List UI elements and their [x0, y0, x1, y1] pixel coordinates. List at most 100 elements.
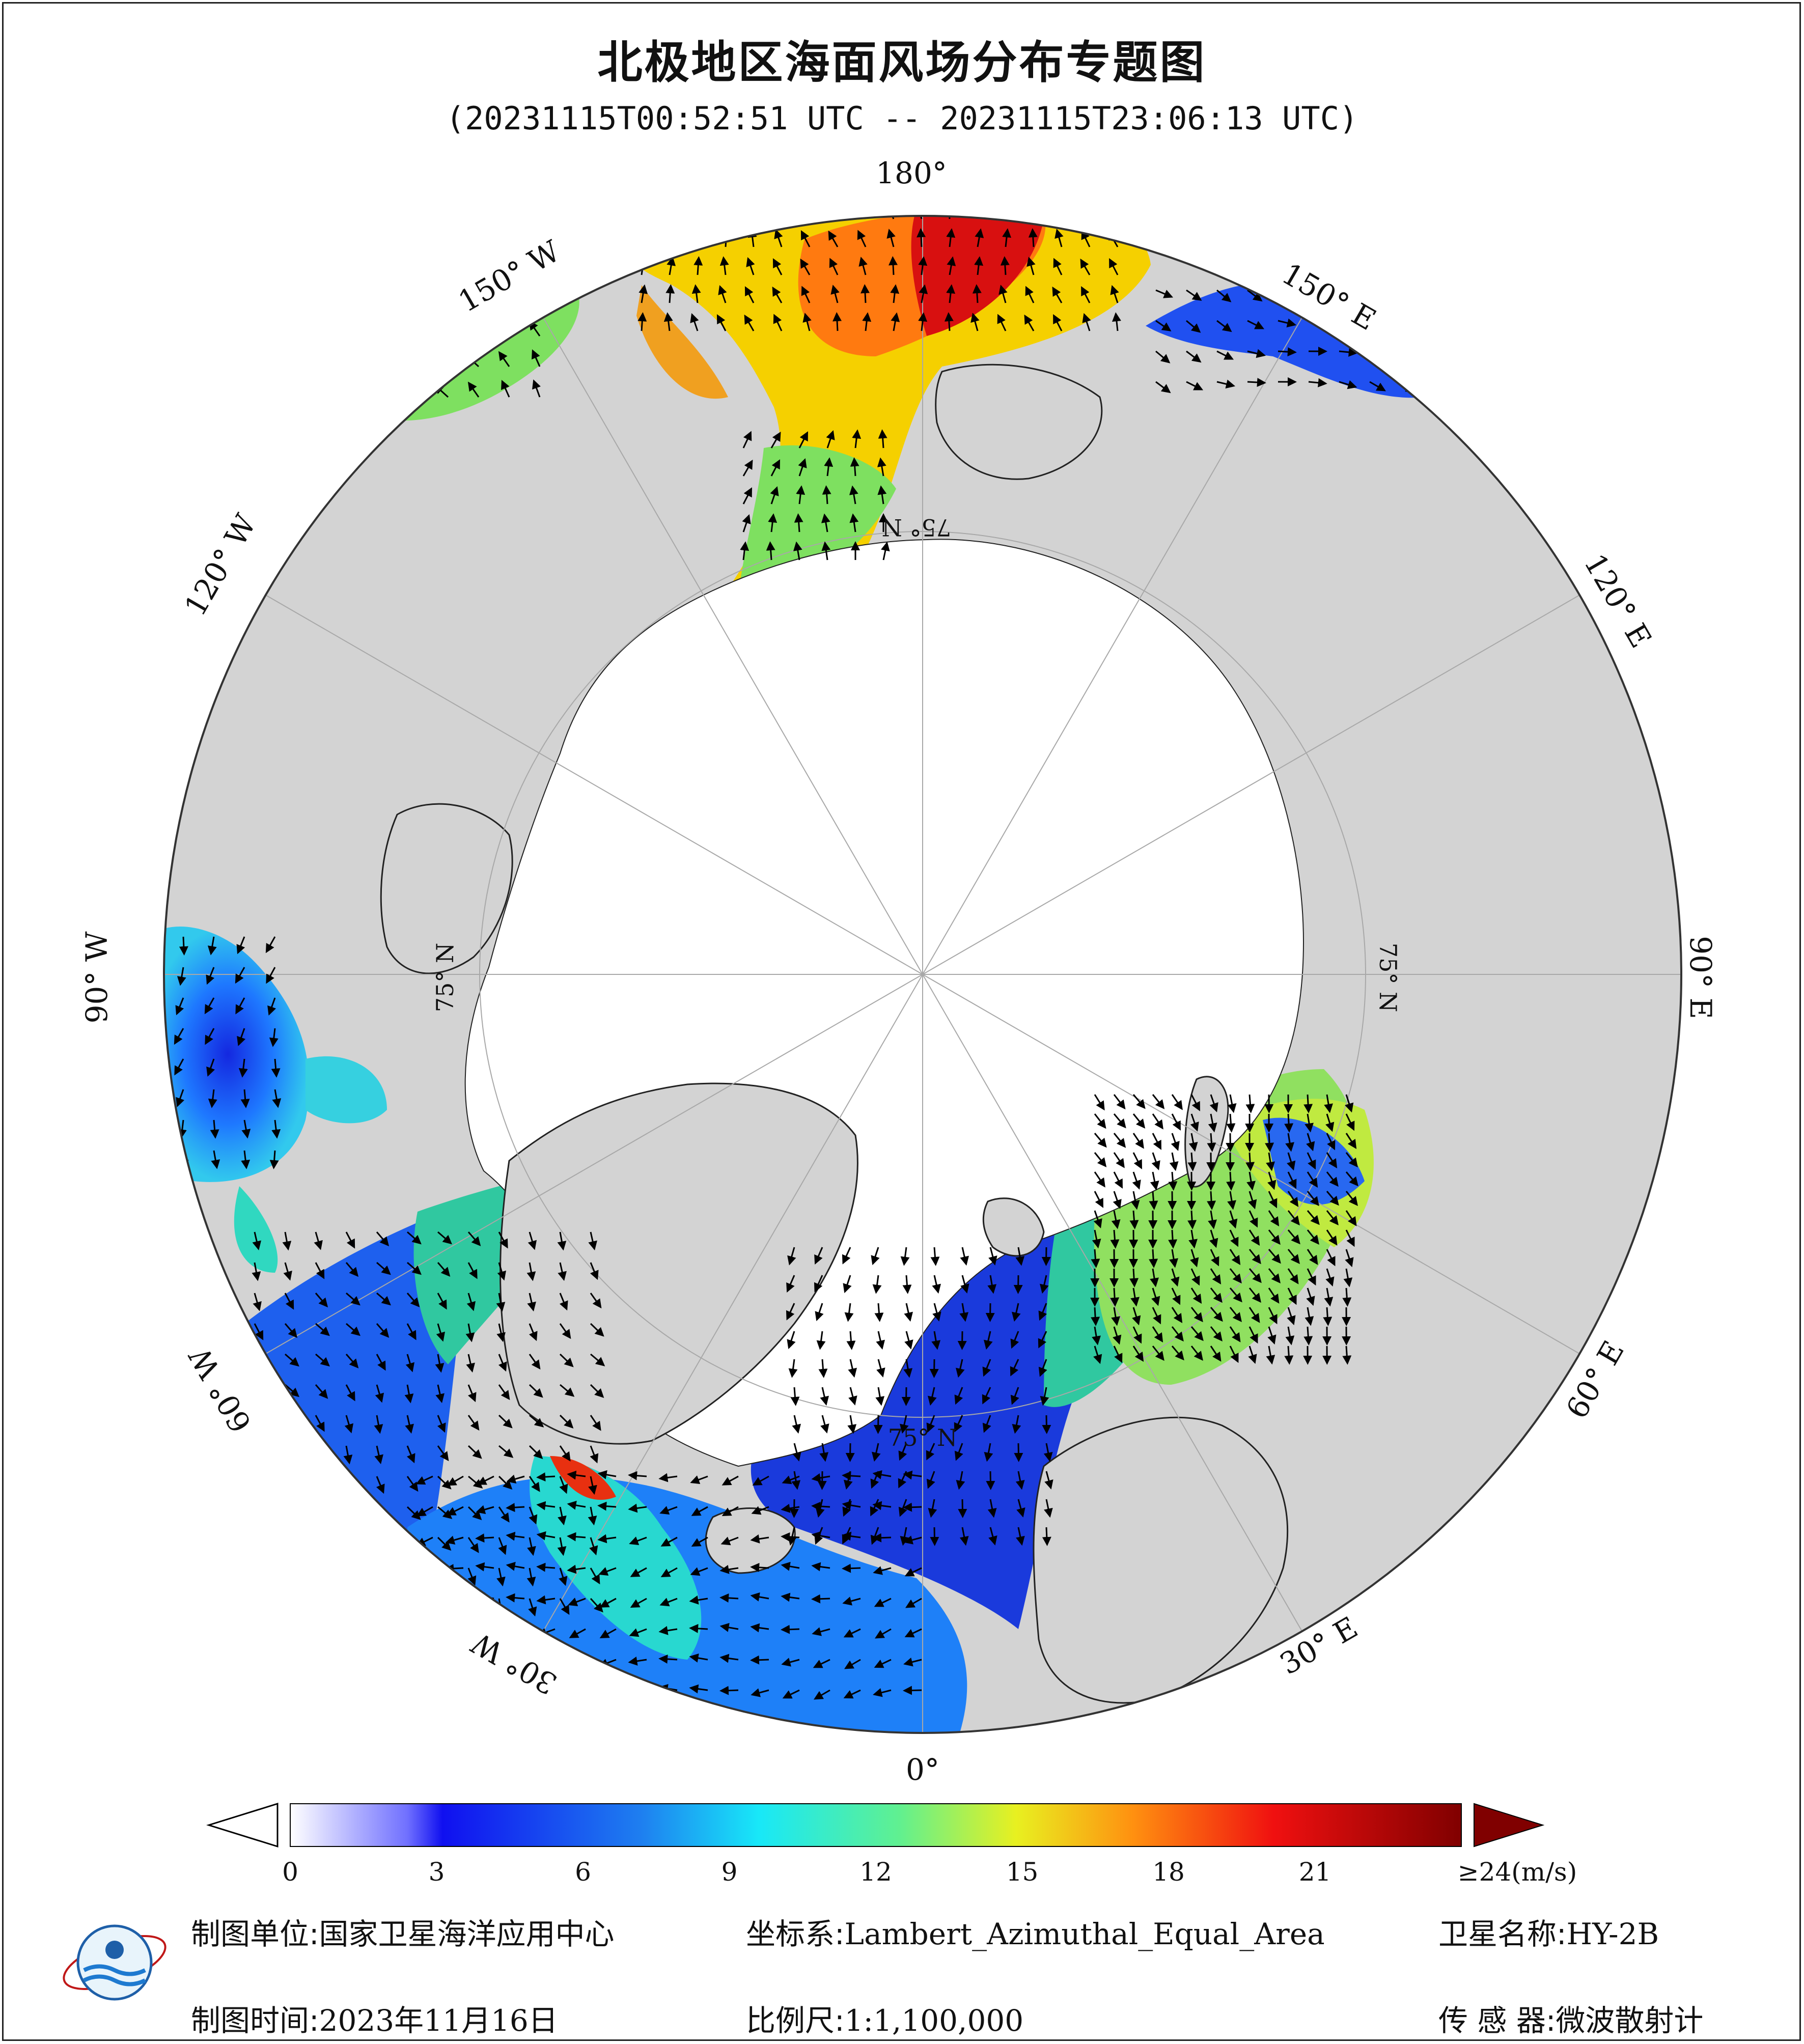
wind-arrow	[1111, 1307, 1120, 1326]
wind-arrow	[988, 1247, 997, 1266]
wind-arrow	[208, 1089, 217, 1108]
wind-arrow	[781, 1592, 800, 1602]
wind-arrow	[972, 284, 982, 303]
wind-arrow	[560, 1384, 575, 1397]
scale-value: 1:1,100,000	[844, 2003, 1024, 2038]
wind-arrow	[376, 1567, 392, 1580]
wind-arrow	[689, 1623, 708, 1633]
wind-arrow	[988, 1527, 997, 1546]
wind-arrow	[750, 1562, 769, 1572]
scandinavia	[1033, 1416, 1289, 1704]
wind-arrow	[719, 1564, 739, 1574]
wind-arrow	[1267, 1171, 1276, 1190]
wind-arrow	[406, 1293, 420, 1307]
wind-arrow	[1155, 350, 1171, 363]
sensor-value: 微波散射计	[1556, 2003, 1704, 2038]
wind-arrow	[437, 1445, 449, 1462]
wind-arrow	[1345, 1113, 1355, 1131]
wind-arrow	[693, 256, 703, 275]
wind-arrow	[1132, 1307, 1141, 1326]
wind-arrow	[597, 1470, 617, 1479]
wind-arrow	[1094, 1152, 1107, 1167]
wind-arrow	[272, 1089, 282, 1108]
wind-arrow	[284, 1323, 298, 1338]
wind-arrow	[903, 1686, 922, 1695]
wind-arrow	[958, 1499, 967, 1518]
wind-arrow	[898, 1471, 907, 1489]
wind-arrow	[282, 1231, 292, 1251]
wind-arrow	[1093, 1346, 1102, 1364]
wind-arrow	[1210, 1249, 1219, 1267]
wind-arrow	[376, 1292, 391, 1306]
wind-arrow	[857, 230, 867, 247]
wind-arrow	[1248, 1249, 1261, 1265]
wind-arrow	[1186, 289, 1202, 301]
wind-arrow	[568, 1598, 586, 1607]
wind-arrow	[1268, 1287, 1280, 1304]
wind-arrow	[1248, 1229, 1260, 1246]
wind-arrow	[781, 1658, 800, 1667]
wind-arrow	[629, 1536, 647, 1546]
wind-arrow	[174, 1058, 184, 1076]
wind-arrow	[467, 1231, 481, 1246]
wind-arrow	[467, 1537, 479, 1553]
wind-arrow	[658, 1473, 678, 1482]
wind-arrow	[206, 967, 215, 985]
wind-arrow	[1248, 1191, 1257, 1210]
wind-arrow	[843, 1689, 861, 1699]
wind-arrow	[466, 1354, 475, 1373]
wind-arrow	[637, 216, 643, 219]
wind-arrow	[437, 1231, 452, 1245]
wind-arrow	[1345, 1191, 1358, 1206]
wind-arrow	[437, 1536, 452, 1551]
wind-arrow	[378, 289, 388, 306]
wind-arrow	[691, 1536, 708, 1547]
wind-arrow	[445, 1535, 464, 1545]
wind-arrow	[930, 1247, 940, 1266]
wind-arrow	[1042, 1415, 1051, 1434]
wind-arrow	[1342, 1346, 1352, 1365]
wind-arrow	[284, 1598, 296, 1614]
wind-arrow	[1209, 1229, 1218, 1248]
wind-arrow	[1248, 1346, 1257, 1364]
wind-arrow	[467, 1445, 482, 1459]
wind-arrow	[1216, 289, 1232, 302]
wind-arrow	[876, 1359, 885, 1378]
wind-arrow	[898, 1499, 907, 1517]
wind-arrow	[787, 1247, 796, 1266]
wind-arrow	[1109, 216, 1119, 219]
wind-arrow	[598, 1567, 617, 1576]
wind-arrow	[569, 1628, 586, 1638]
lat-label-right: 75° N	[1374, 943, 1402, 1012]
wind-arrow	[267, 997, 276, 1016]
wind-arrow	[904, 1628, 922, 1638]
wind-arrow	[817, 1471, 827, 1490]
wind-arrow	[1247, 320, 1265, 329]
wind-arrow	[1113, 1152, 1125, 1168]
wind-arrow	[829, 258, 839, 275]
wind-arrow	[628, 1503, 647, 1513]
wind-arrow	[176, 1089, 185, 1107]
wind-arrow	[781, 1561, 800, 1571]
wind-arrow	[590, 1445, 599, 1464]
wind-arrow	[689, 1653, 708, 1663]
wind-arrow	[628, 1471, 647, 1480]
producer-label: 制图单位:	[191, 1917, 319, 1951]
wind-arrow	[798, 431, 808, 449]
wind-arrow	[236, 936, 245, 955]
wind-arrow	[1325, 1268, 1335, 1287]
wind-arrow	[872, 1533, 892, 1543]
wind-arrow	[820, 1387, 829, 1406]
wind-arrow	[498, 1414, 513, 1429]
wind-arrow	[628, 1656, 647, 1666]
wind-arrow	[751, 1506, 769, 1515]
wind-arrow	[1245, 1152, 1255, 1171]
wind-arrow	[986, 1471, 995, 1490]
wind-arrow	[873, 1688, 892, 1697]
wind-arrow	[150, 998, 153, 1015]
wind-arrow	[811, 1473, 830, 1482]
wind-swath-east-siberian	[1146, 282, 1426, 398]
wind-arrow	[1110, 1229, 1120, 1249]
wind-arrow	[529, 1354, 541, 1370]
wind-arrow	[1229, 1249, 1241, 1266]
